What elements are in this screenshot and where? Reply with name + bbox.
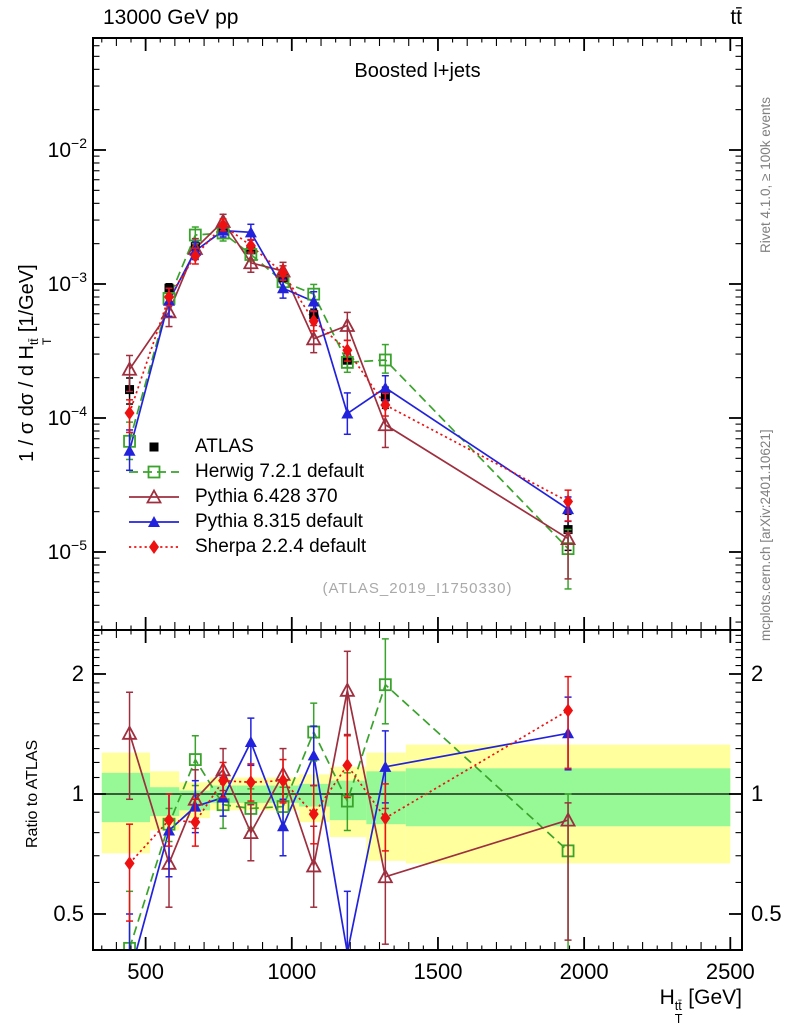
legend-item-pythia6: Pythia 6.428 370 bbox=[127, 484, 366, 509]
main-y-axis-label-text: 1 / σ dσ / d H bbox=[16, 345, 38, 462]
beam-energy-title: 13000 GeV pp bbox=[103, 6, 239, 29]
series-sherpa-ratio-line bbox=[128, 709, 569, 864]
main-y-tick-label: 10−4 bbox=[48, 403, 88, 430]
x-axis-label-units: [GeV] bbox=[682, 986, 742, 1009]
main-y-tick-label: 10−5 bbox=[48, 537, 88, 564]
legend-marker-pythia8 bbox=[129, 515, 179, 527]
series-pythia6-ratio-line bbox=[128, 690, 569, 878]
main-y-axis-label-units: [1/GeV] bbox=[16, 264, 38, 338]
main-y-axis-label-sub: T bbox=[39, 337, 54, 346]
x-tick-label: 500 bbox=[127, 959, 164, 984]
legend-label-herwig: Herwig 7.2.1 default bbox=[195, 460, 364, 482]
mcplots-source-caption: mcplots.cern.ch [arXiv:2401.10621] bbox=[758, 429, 773, 641]
x-tick-label: 1000 bbox=[267, 959, 316, 984]
axis-ticks bbox=[93, 38, 742, 950]
ratio-y-tick-label-right: 2 bbox=[751, 661, 763, 686]
axis-tick-labels: 500 1000 1500 2000 2500 10−2 10−3 10−4 10−5 2 2 1 1 0… bbox=[48, 135, 782, 984]
series-herwig-ratio-line bbox=[128, 683, 569, 949]
panel-title: Boosted l+jets bbox=[354, 60, 481, 82]
process-title: tt̄ bbox=[730, 6, 742, 29]
x-axis-label-sub: T bbox=[674, 1011, 683, 1024]
legend-item-herwig: Herwig 7.2.1 default bbox=[127, 459, 366, 484]
x-tick-label: 1500 bbox=[413, 959, 462, 984]
main-y-tick-label: 10−3 bbox=[48, 269, 88, 296]
series-pythia6-main-line bbox=[128, 220, 569, 540]
legend-label-atlas: ATLAS bbox=[195, 435, 254, 457]
legend-label-pythia6: Pythia 6.428 370 bbox=[195, 485, 338, 507]
ratio-y-axis-label: Ratio to ATLAS bbox=[24, 739, 41, 848]
series-sherpa-main-line bbox=[128, 223, 569, 503]
legend-item-pythia8: Pythia 8.315 default bbox=[127, 509, 366, 534]
series-herwig-main-line bbox=[128, 232, 569, 550]
band-green-bin bbox=[101, 772, 151, 823]
legend-marker-sherpa bbox=[129, 539, 179, 554]
legend-marker-herwig bbox=[129, 465, 179, 478]
legend-item-atlas: ATLAS bbox=[127, 434, 366, 459]
series-sherpa-main-points bbox=[124, 218, 574, 522]
ratio-y-tick-label-left: 2 bbox=[72, 661, 84, 686]
x-axis-label-sup: tt̄ bbox=[674, 998, 682, 1013]
ratio-y-tick-label-left: 1 bbox=[72, 781, 84, 806]
panel-frames bbox=[92, 37, 743, 951]
analysis-watermark: (ATLAS_2019_I1750330) bbox=[322, 580, 513, 597]
legend: ATLAS Herwig 7.2.1 default Pythia 6.428 37… bbox=[127, 434, 366, 559]
x-tick-label: 2000 bbox=[560, 959, 609, 984]
x-axis-label-text: H bbox=[659, 986, 675, 1009]
ratio-y-tick-label-left: 0.5 bbox=[53, 901, 84, 926]
x-tick-label: 2500 bbox=[706, 959, 755, 984]
legend-item-sherpa: Sherpa 2.2.4 default bbox=[127, 534, 366, 559]
ratio-y-tick-label-right: 0.5 bbox=[751, 901, 782, 926]
main-y-tick-label: 10−2 bbox=[48, 135, 88, 162]
legend-label-sherpa: Sherpa 2.2.4 default bbox=[195, 535, 367, 557]
series-sherpa-ratio-points bbox=[124, 675, 574, 922]
legend-marker-atlas bbox=[149, 442, 159, 451]
legend-marker-pythia6 bbox=[129, 488, 179, 503]
series-pythia8-ratio-line bbox=[135, 732, 569, 950]
rivet-version-caption: Rivet 4.1.0, ≥ 100k events bbox=[758, 97, 773, 253]
ratio-y-tick-label-right: 1 bbox=[751, 781, 763, 806]
legend-label-pythia8: Pythia 8.315 default bbox=[195, 510, 363, 532]
